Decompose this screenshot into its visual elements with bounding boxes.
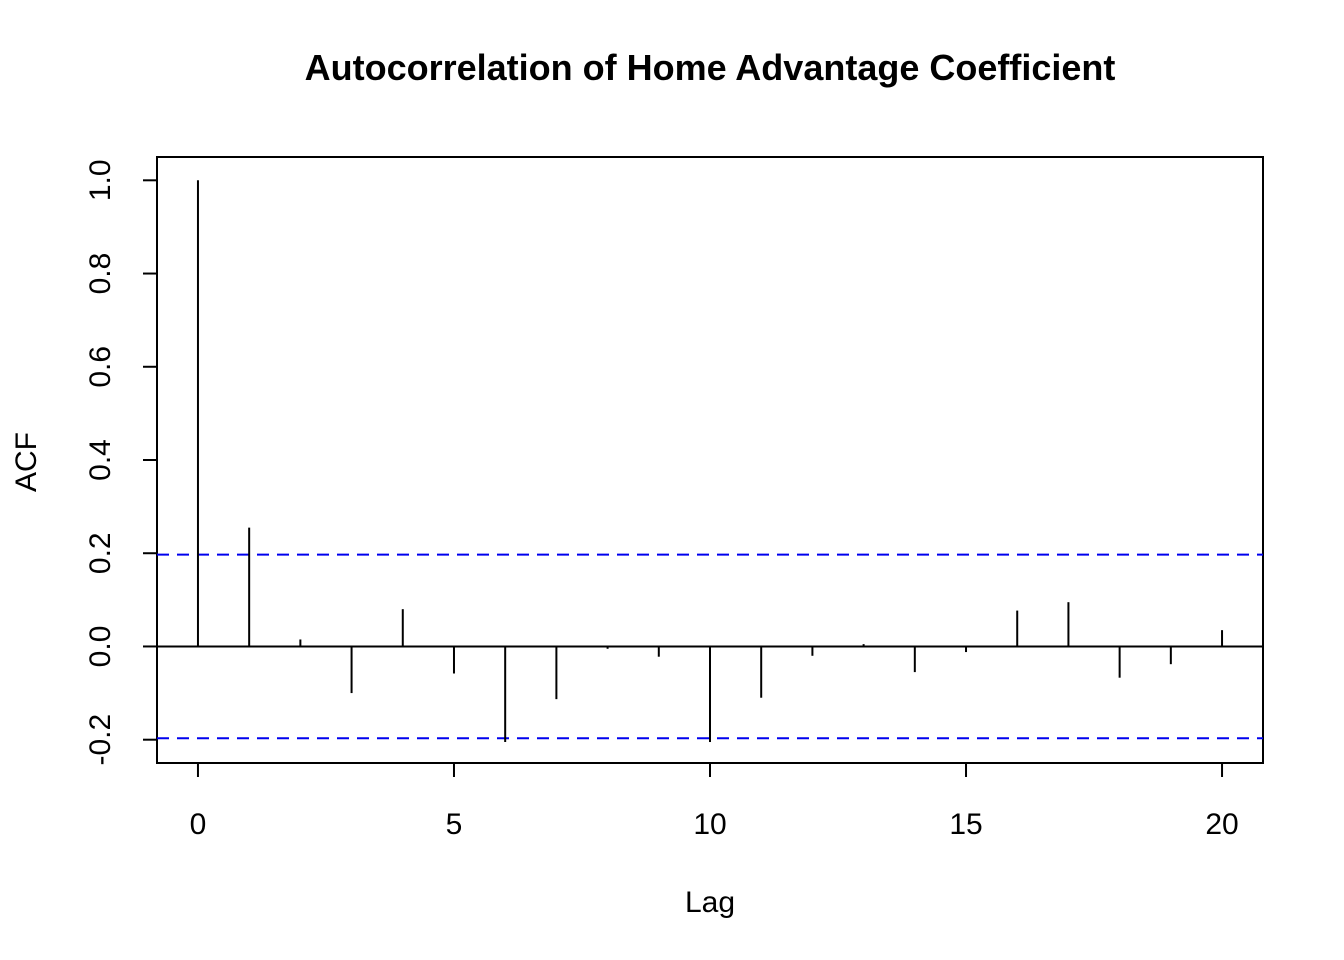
y-tick-label-6: 1.0 [84, 159, 117, 201]
y-tick-label-0: -0.2 [84, 714, 117, 766]
y-tick-label-4: 0.6 [84, 346, 117, 388]
x-tick-label-2: 10 [693, 808, 726, 841]
acf-spikes [196, 180, 1224, 743]
y-tick-label-2: 0.2 [84, 532, 117, 574]
y-tick-label-1: 0.0 [84, 626, 117, 668]
x-tick-label-4: 20 [1205, 808, 1238, 841]
x-tick-label-1: 5 [446, 808, 463, 841]
y-axis: -0.2 0.0 0.2 0.4 0.6 0.8 1.0 [84, 159, 158, 766]
x-tick-label-3: 15 [949, 808, 982, 841]
y-tick-label-3: 0.4 [84, 439, 117, 481]
x-axis-label: Lag [685, 886, 735, 919]
x-tick-label-0: 0 [190, 808, 207, 841]
chart-title: Autocorrelation of Home Advantage Coeffi… [305, 47, 1116, 88]
confidence-bands [157, 553, 1263, 740]
y-axis-label: ACF [10, 432, 43, 492]
y-tick-label-5: 0.8 [84, 253, 117, 295]
x-axis: 0 5 10 15 20 [190, 762, 1239, 841]
